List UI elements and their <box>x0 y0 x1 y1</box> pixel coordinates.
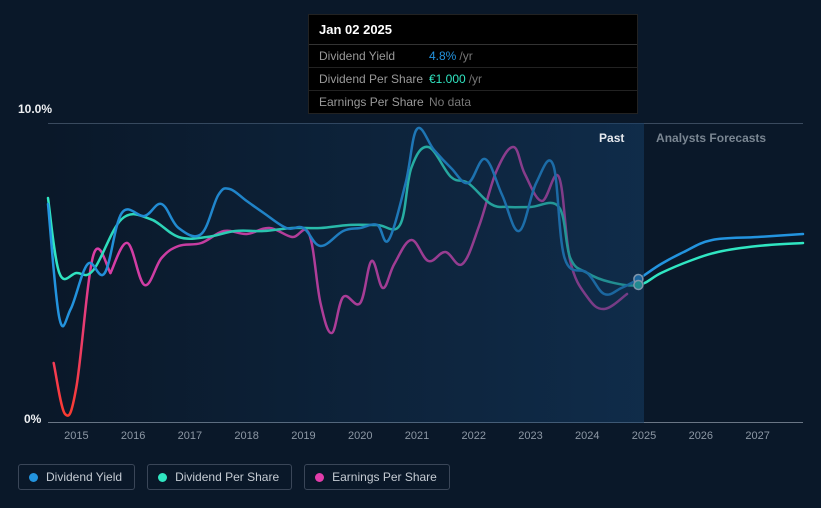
tooltip-row-unit: /yr <box>469 70 482 88</box>
x-tick-label: 2021 <box>405 430 429 442</box>
legend-item[interactable]: Earnings Per Share <box>304 464 450 490</box>
chart-tooltip: Jan 02 2025 Dividend Yield4.8%/yrDividen… <box>308 14 638 114</box>
chart-container: 10.0% 0% Past Analysts Forecasts 2015201… <box>18 105 803 508</box>
x-tick-label: 2015 <box>64 430 88 442</box>
x-tick-label: 2023 <box>518 430 542 442</box>
tooltip-row: Dividend Yield4.8%/yr <box>309 45 637 68</box>
y-max-label: 10.0% <box>18 102 52 116</box>
legend-dot <box>29 473 38 482</box>
tooltip-row-value: 4.8% <box>429 47 456 65</box>
x-tick-label: 2016 <box>121 430 145 442</box>
legend-item[interactable]: Dividend Per Share <box>147 464 292 490</box>
tooltip-row-label: Earnings Per Share <box>319 93 429 111</box>
tooltip-row: Earnings Per ShareNo data <box>309 91 637 113</box>
x-axis: 2015 2016 2017 2018 2019 2020 2021 2022 2023 2024… <box>48 430 803 450</box>
legend-dot <box>158 473 167 482</box>
chart-legend: Dividend Yield Dividend Per Share Earnings… <box>18 464 450 490</box>
tooltip-row-value: €1.000 <box>429 70 466 88</box>
x-tick-label: 2020 <box>348 430 372 442</box>
x-tick-label: 2027 <box>745 430 769 442</box>
past-label: Past <box>599 131 624 145</box>
legend-label: Dividend Yield <box>46 470 122 484</box>
x-tick-label: 2018 <box>234 430 258 442</box>
legend-dot <box>315 473 324 482</box>
legend-label: Earnings Per Share <box>332 470 437 484</box>
tooltip-row-unit: /yr <box>459 47 472 65</box>
chart-plot: Past Analysts Forecasts <box>48 123 803 423</box>
legend-item[interactable]: Dividend Yield <box>18 464 135 490</box>
tooltip-row-value: No data <box>429 93 471 111</box>
x-tick-label: 2026 <box>689 430 713 442</box>
x-tick-label: 2024 <box>575 430 599 442</box>
tooltip-row-label: Dividend Yield <box>319 47 429 65</box>
tooltip-row-label: Dividend Per Share <box>319 70 429 88</box>
x-tick-label: 2025 <box>632 430 656 442</box>
forecast-label: Analysts Forecasts <box>656 131 766 145</box>
tooltip-date: Jan 02 2025 <box>309 15 637 45</box>
past-gradient-bg <box>48 123 644 423</box>
x-tick-label: 2017 <box>178 430 202 442</box>
x-tick-label: 2019 <box>291 430 315 442</box>
tooltip-row: Dividend Per Share€1.000/yr <box>309 68 637 91</box>
x-tick-label: 2022 <box>462 430 486 442</box>
y-min-label: 0% <box>24 412 41 426</box>
legend-label: Dividend Per Share <box>175 470 279 484</box>
